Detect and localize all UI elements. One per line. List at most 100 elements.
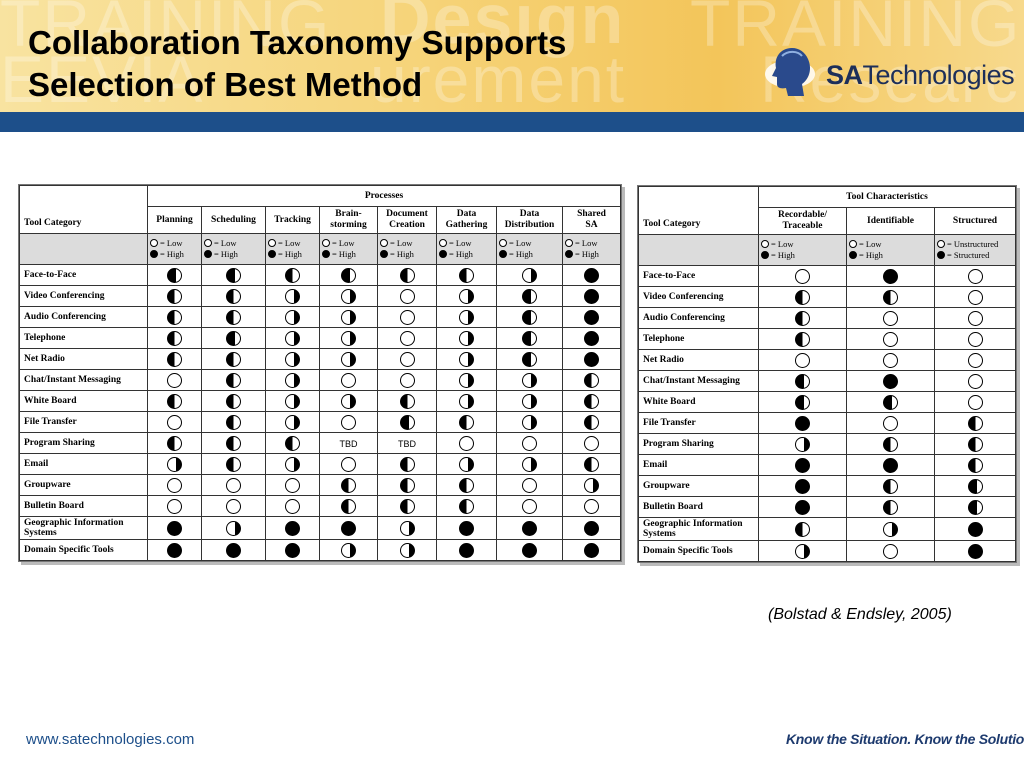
half-circle-icon [341,477,356,493]
empty-circle-icon [584,435,599,451]
three-quarter-circle-icon [341,267,356,283]
three-quarter-circle-icon [399,414,415,430]
rating-cell [377,495,437,517]
header-banner: TRAINING Design TRAINING EEVIA urement Resea… [0,0,1024,112]
half-circle-icon [967,415,983,431]
rating-cell [496,369,563,391]
rating-cell [377,348,437,370]
rating-cell [147,495,202,517]
full-circle-icon [795,499,810,515]
rating-cell [377,474,437,496]
empty-circle-icon [522,477,537,493]
rating-cell [846,328,935,350]
rating-cell: TBD [377,432,437,454]
rating-cell [319,539,378,561]
tool-category-label: Bulletin Board [19,495,148,517]
table-row: Groupware [638,475,1016,497]
quarter-circle-icon [459,309,474,325]
rating-cell [562,348,621,370]
full-circle-icon [795,478,810,494]
banner-watermark: TRAINING Design TRAINING EEVIA urement Resea… [0,0,1024,112]
three-quarter-circle-icon [522,309,537,325]
half-circle-icon [399,477,415,493]
half-circle-icon [795,310,810,326]
tool-category-label: White Board [638,391,759,413]
full-circle-icon [380,250,388,258]
legend-row: = Low = High = Low = High = Low = High = Low = … [19,233,621,265]
group-header: Processes [147,185,621,207]
quarter-circle-icon [459,330,474,346]
half-circle-icon [226,351,241,367]
empty-circle-icon [883,415,898,431]
rating-cell [496,390,563,412]
rating-cell [319,264,378,286]
tool-category-label: Face-to-Face [19,264,148,286]
empty-circle-icon [204,239,212,247]
empty-circle-icon [937,240,945,248]
table-row: Geographic Information Systems [19,516,621,540]
rating-cell [758,517,847,541]
tool-category-label: Program Sharing [638,433,759,455]
rating-cell [436,348,497,370]
quarter-circle-icon [459,393,474,409]
rating-cell [377,411,437,433]
rating-cell [265,453,320,475]
rating-cell [201,516,266,540]
empty-circle-icon [459,435,474,451]
rating-cell [496,264,563,286]
tool-category-label: Audio Conferencing [638,307,759,329]
column-header: Identifiable [846,207,935,235]
rating-cell [758,286,847,308]
group-header: Tool Characteristics [758,186,1016,208]
full-circle-icon [883,457,898,473]
category-column-header: Tool Category [19,185,148,234]
rating-cell [934,540,1016,562]
empty-circle-icon [226,498,241,514]
legend-cell: = Low = High [201,233,266,265]
rating-cell [934,349,1016,371]
column-header-row: Recordable/Traceable Identifiable Structur… [639,207,1016,235]
half-circle-icon [399,393,415,409]
processes-table: Tool Category Processes Planning Scheduling… [19,185,621,561]
rating-cell [201,327,266,349]
table-row: White Board [19,390,621,412]
full-circle-icon [565,250,573,258]
tool-category-label: Telephone [638,328,759,350]
rating-cell [377,285,437,307]
empty-circle-icon [795,352,810,368]
full-circle-icon [459,542,474,558]
rating-cell [201,285,266,307]
empty-circle-icon [565,239,573,247]
rating-cell [377,539,437,561]
quarter-circle-icon [285,393,300,409]
table-row: Chat/Instant Messaging [19,369,621,391]
slide-title: Collaboration Taxonomy Supports Selectio… [28,22,566,106]
rating-cell [147,539,202,561]
empty-circle-icon [167,477,182,493]
three-quarter-circle-icon [967,499,983,515]
full-circle-icon [167,520,182,536]
rating-cell [265,327,320,349]
rating-cell [846,412,935,434]
rating-cell [436,264,497,286]
empty-circle-icon [761,240,769,248]
quarter-circle-icon [285,414,300,430]
half-circle-icon [167,309,182,325]
rating-cell [846,454,935,476]
table-row: Email [638,454,1016,476]
footer-url[interactable]: www.satechnologies.com [26,731,195,748]
column-header: Brain-storming [319,206,378,234]
tool-category-label: Email [638,454,759,476]
quarter-circle-icon [399,520,415,536]
table-row: Audio Conferencing [638,307,1016,329]
rating-cell [562,495,621,517]
rating-cell [147,285,202,307]
empty-circle-icon [399,351,415,367]
table-row: Domain Specific Tools [19,539,621,561]
rating-cell [319,369,378,391]
quarter-circle-icon [341,393,356,409]
rating-cell [934,370,1016,392]
half-circle-icon [967,436,983,452]
tool-category-label: Net Radio [638,349,759,371]
half-circle-icon [883,289,898,305]
